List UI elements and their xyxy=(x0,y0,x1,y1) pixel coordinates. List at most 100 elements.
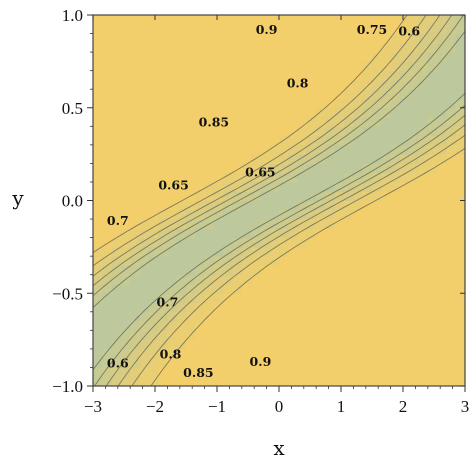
contour-cell xyxy=(316,117,327,127)
contour-cell xyxy=(409,126,420,137)
contour-cell xyxy=(130,321,141,331)
contour-cell xyxy=(353,107,364,118)
contour-cell xyxy=(102,274,113,285)
contour-cell xyxy=(353,117,364,127)
contour-cell xyxy=(372,219,382,229)
contour-cell xyxy=(130,163,141,174)
contour-cell xyxy=(241,256,252,267)
contour-cell xyxy=(158,293,168,304)
contour-cell xyxy=(167,89,178,100)
contour-cell xyxy=(390,126,401,137)
contour-cell xyxy=(381,330,392,341)
contour-cell xyxy=(148,98,159,109)
contour-cell xyxy=(279,154,289,164)
contour-cell xyxy=(204,181,215,192)
contour-cell xyxy=(297,311,308,322)
contour-cell xyxy=(148,358,159,369)
contour-cell xyxy=(344,321,354,331)
contour-cell xyxy=(390,302,401,313)
contour-cell xyxy=(399,172,410,183)
contour-cell xyxy=(437,89,447,100)
contour-cell xyxy=(130,302,141,313)
contour-cell xyxy=(241,15,252,25)
contour-cell xyxy=(93,293,103,304)
contour-cell xyxy=(399,191,410,202)
contour-cell xyxy=(120,70,131,81)
contour-cell xyxy=(111,256,122,267)
contour-cell xyxy=(297,24,308,35)
contour-cell xyxy=(446,200,457,211)
contour-cell xyxy=(139,135,150,146)
contour-cell xyxy=(427,330,438,341)
contour-cell xyxy=(455,256,465,267)
contour-cell xyxy=(223,209,234,220)
contour-cell xyxy=(269,348,280,359)
contour-cell xyxy=(139,311,150,322)
contour-cell xyxy=(102,126,113,137)
contour-cell xyxy=(130,79,141,90)
contour-cell xyxy=(344,117,354,127)
contour-cell xyxy=(399,163,410,174)
contour-cell xyxy=(204,358,215,369)
contour-cell xyxy=(260,376,271,386)
contour-cell xyxy=(381,107,392,118)
contour-cell xyxy=(213,293,224,304)
contour-cell xyxy=(344,89,354,100)
contour-cell xyxy=(130,293,141,304)
contour-cell xyxy=(232,154,243,164)
contour-cell xyxy=(390,89,401,100)
contour-cell xyxy=(446,274,457,285)
contour-cell xyxy=(353,246,364,257)
contour-cell xyxy=(158,117,168,127)
contour-cell xyxy=(120,200,131,211)
contour-cell xyxy=(418,126,429,137)
x-axis: −3 −2 −1 0 1 2 3 xyxy=(84,15,469,416)
contour-cell xyxy=(390,293,401,304)
contour-cell xyxy=(306,107,317,118)
contour-cell xyxy=(148,117,159,127)
contour-cell xyxy=(297,283,308,294)
contour-cell xyxy=(316,15,327,25)
contour-cell xyxy=(455,330,465,341)
contour-cell xyxy=(390,144,401,155)
contour-cell xyxy=(306,191,317,202)
contour-cell xyxy=(269,191,280,202)
contour-cell xyxy=(241,24,252,35)
contour-cell xyxy=(102,107,113,118)
contour-cell xyxy=(325,339,336,350)
contour-cell xyxy=(213,154,224,164)
contour-cell xyxy=(130,200,141,211)
contour-cell xyxy=(158,33,168,44)
contour-cell xyxy=(427,135,438,146)
contour-cell xyxy=(232,358,243,369)
contour-cell xyxy=(102,52,113,62)
contour-cell xyxy=(437,154,447,164)
contour-cell xyxy=(372,42,382,53)
contour-cell xyxy=(204,61,215,72)
contour-cell xyxy=(316,237,327,248)
contour-cell xyxy=(334,376,345,386)
contour-cell xyxy=(418,256,429,267)
contour-cell xyxy=(288,274,299,285)
contour-cell xyxy=(362,274,373,285)
contour-cell xyxy=(158,302,168,313)
contour-cell xyxy=(176,265,187,276)
contour-cell xyxy=(167,321,178,331)
contour-cell xyxy=(195,293,206,304)
contour-cell xyxy=(409,107,420,118)
contour-cell xyxy=(297,98,308,109)
contour-cell xyxy=(437,172,447,183)
contour-cell xyxy=(204,70,215,81)
contour-cell xyxy=(120,42,131,53)
contour-cell xyxy=(334,283,345,294)
contour-cell xyxy=(334,274,345,285)
contour-cell xyxy=(316,293,327,304)
contour-cell xyxy=(195,172,206,183)
contour-label: 0.7 xyxy=(157,295,179,310)
contour-cell xyxy=(223,348,234,359)
contour-cell xyxy=(372,265,382,276)
contour-cell xyxy=(279,98,289,109)
contour-cell xyxy=(390,339,401,350)
contour-cell xyxy=(362,265,373,276)
contour-cell xyxy=(372,70,382,81)
